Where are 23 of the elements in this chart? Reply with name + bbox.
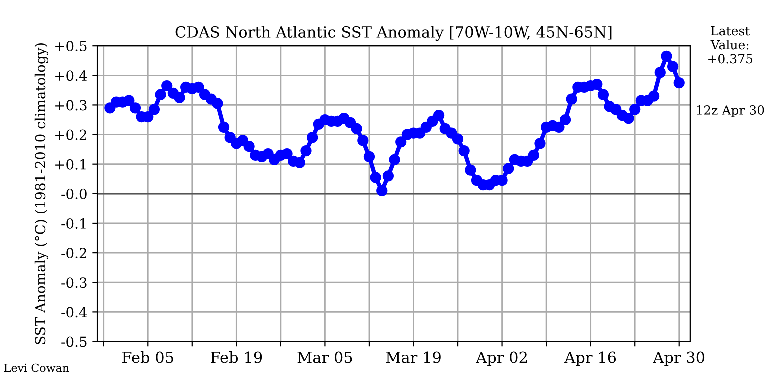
y-tick-label: +0.4 [56,70,88,82]
y-tick-label: +0.5 [56,41,87,52]
chart-title: CDAS North Atlantic SST Anomaly [70W-10W, 45N-65N] [176,26,612,42]
y-tick-label: +0.2 [56,130,86,140]
y-tick-label: -0.2 [62,248,86,259]
y-tick-label: +0.1 [56,159,86,170]
x-tick-label: Mar 05 [298,352,352,364]
text: 12z Apr 30 [697,106,764,118]
x-tick-label: Apr 02 [476,352,527,366]
y-axis-title: SST Anomaly (°C) (1981-2010 climatology) [34,44,49,344]
y-tick-label: -0.3 [62,278,87,288]
y-tick-label: -0.4 [62,307,88,318]
x-tick-label: Mar 19 [386,352,441,364]
x-tick-label: Feb 19 [211,351,262,364]
x-tick-label: Apr 30 [653,352,705,366]
y-tick-label: -0.0 [62,188,87,200]
y-tick-label: -0.1 [62,218,86,229]
y-tick-label: -0.5 [62,336,87,348]
x-tick-label: Feb 05 [122,351,174,364]
x-tick-label: Apr 16 [564,352,616,366]
y-tick-label: +0.3 [56,100,87,111]
text: Levi Cowan [4,364,70,372]
text: Latest Value: +0.375 [708,26,753,64]
